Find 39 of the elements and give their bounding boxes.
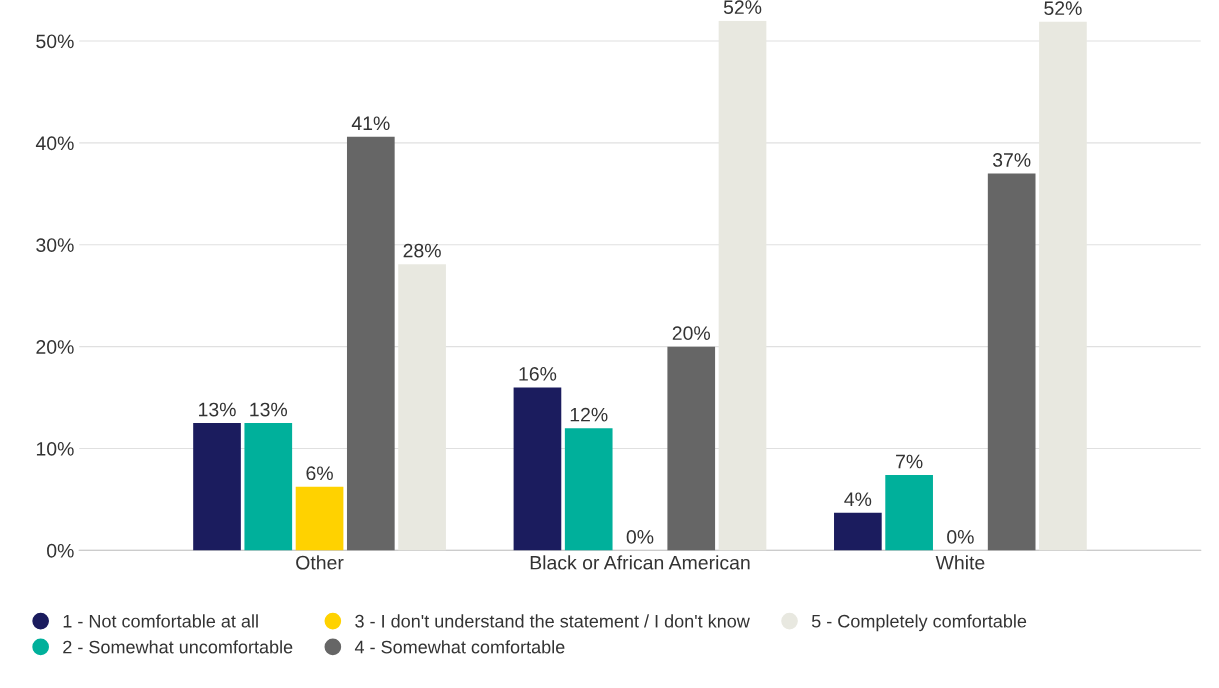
bar: [987, 173, 1036, 551]
data-label: 16%: [519, 367, 557, 381]
data-label: 6%: [306, 466, 333, 481]
bar: [346, 136, 395, 551]
bar: [295, 486, 344, 551]
legend-label: 1 - Not comfortable at all: [63, 614, 258, 628]
data-label: 52%: [1044, 1, 1082, 16]
data-label: 0%: [947, 530, 974, 544]
data-label: 7%: [896, 454, 923, 469]
data-label: 13%: [199, 402, 236, 417]
legend-label: 4 - Somewhat comfortable: [354, 640, 565, 654]
y-tick-label: 40%: [35, 136, 74, 151]
legend-label: 2 - Somewhat uncomfortable: [63, 640, 293, 654]
data-label: 4%: [844, 492, 872, 507]
data-label: 13%: [250, 402, 288, 417]
bar: [193, 423, 241, 551]
y-tick-label: 50%: [36, 34, 74, 49]
bar: [513, 387, 562, 551]
data-label: 52%: [723, 0, 762, 15]
bar: [667, 346, 716, 551]
bar: [564, 428, 613, 551]
y-tick-label: 30%: [36, 238, 74, 253]
y-tick-label: 20%: [36, 340, 74, 354]
legend-label: 3 - I don't understand the statement / I don't know: [355, 614, 750, 628]
y-tick-label: 0%: [47, 543, 74, 558]
data-label: 12%: [570, 407, 608, 422]
data-label: 20%: [672, 326, 711, 341]
data-label: 28%: [403, 243, 441, 258]
bar: [885, 475, 933, 551]
legend-label: 5 - Completely comfortable: [811, 614, 1027, 632]
y-tick-label: 10%: [36, 441, 74, 456]
data-label: 0%: [626, 530, 654, 544]
data-label: 41%: [351, 116, 390, 131]
x-tick-label: Other: [296, 555, 344, 570]
bar: [834, 512, 882, 551]
x-tick-label: Black or African American: [530, 555, 750, 570]
data-label: 37%: [992, 153, 1031, 167]
x-tick-label: White: [935, 555, 985, 570]
bar: [244, 423, 293, 551]
